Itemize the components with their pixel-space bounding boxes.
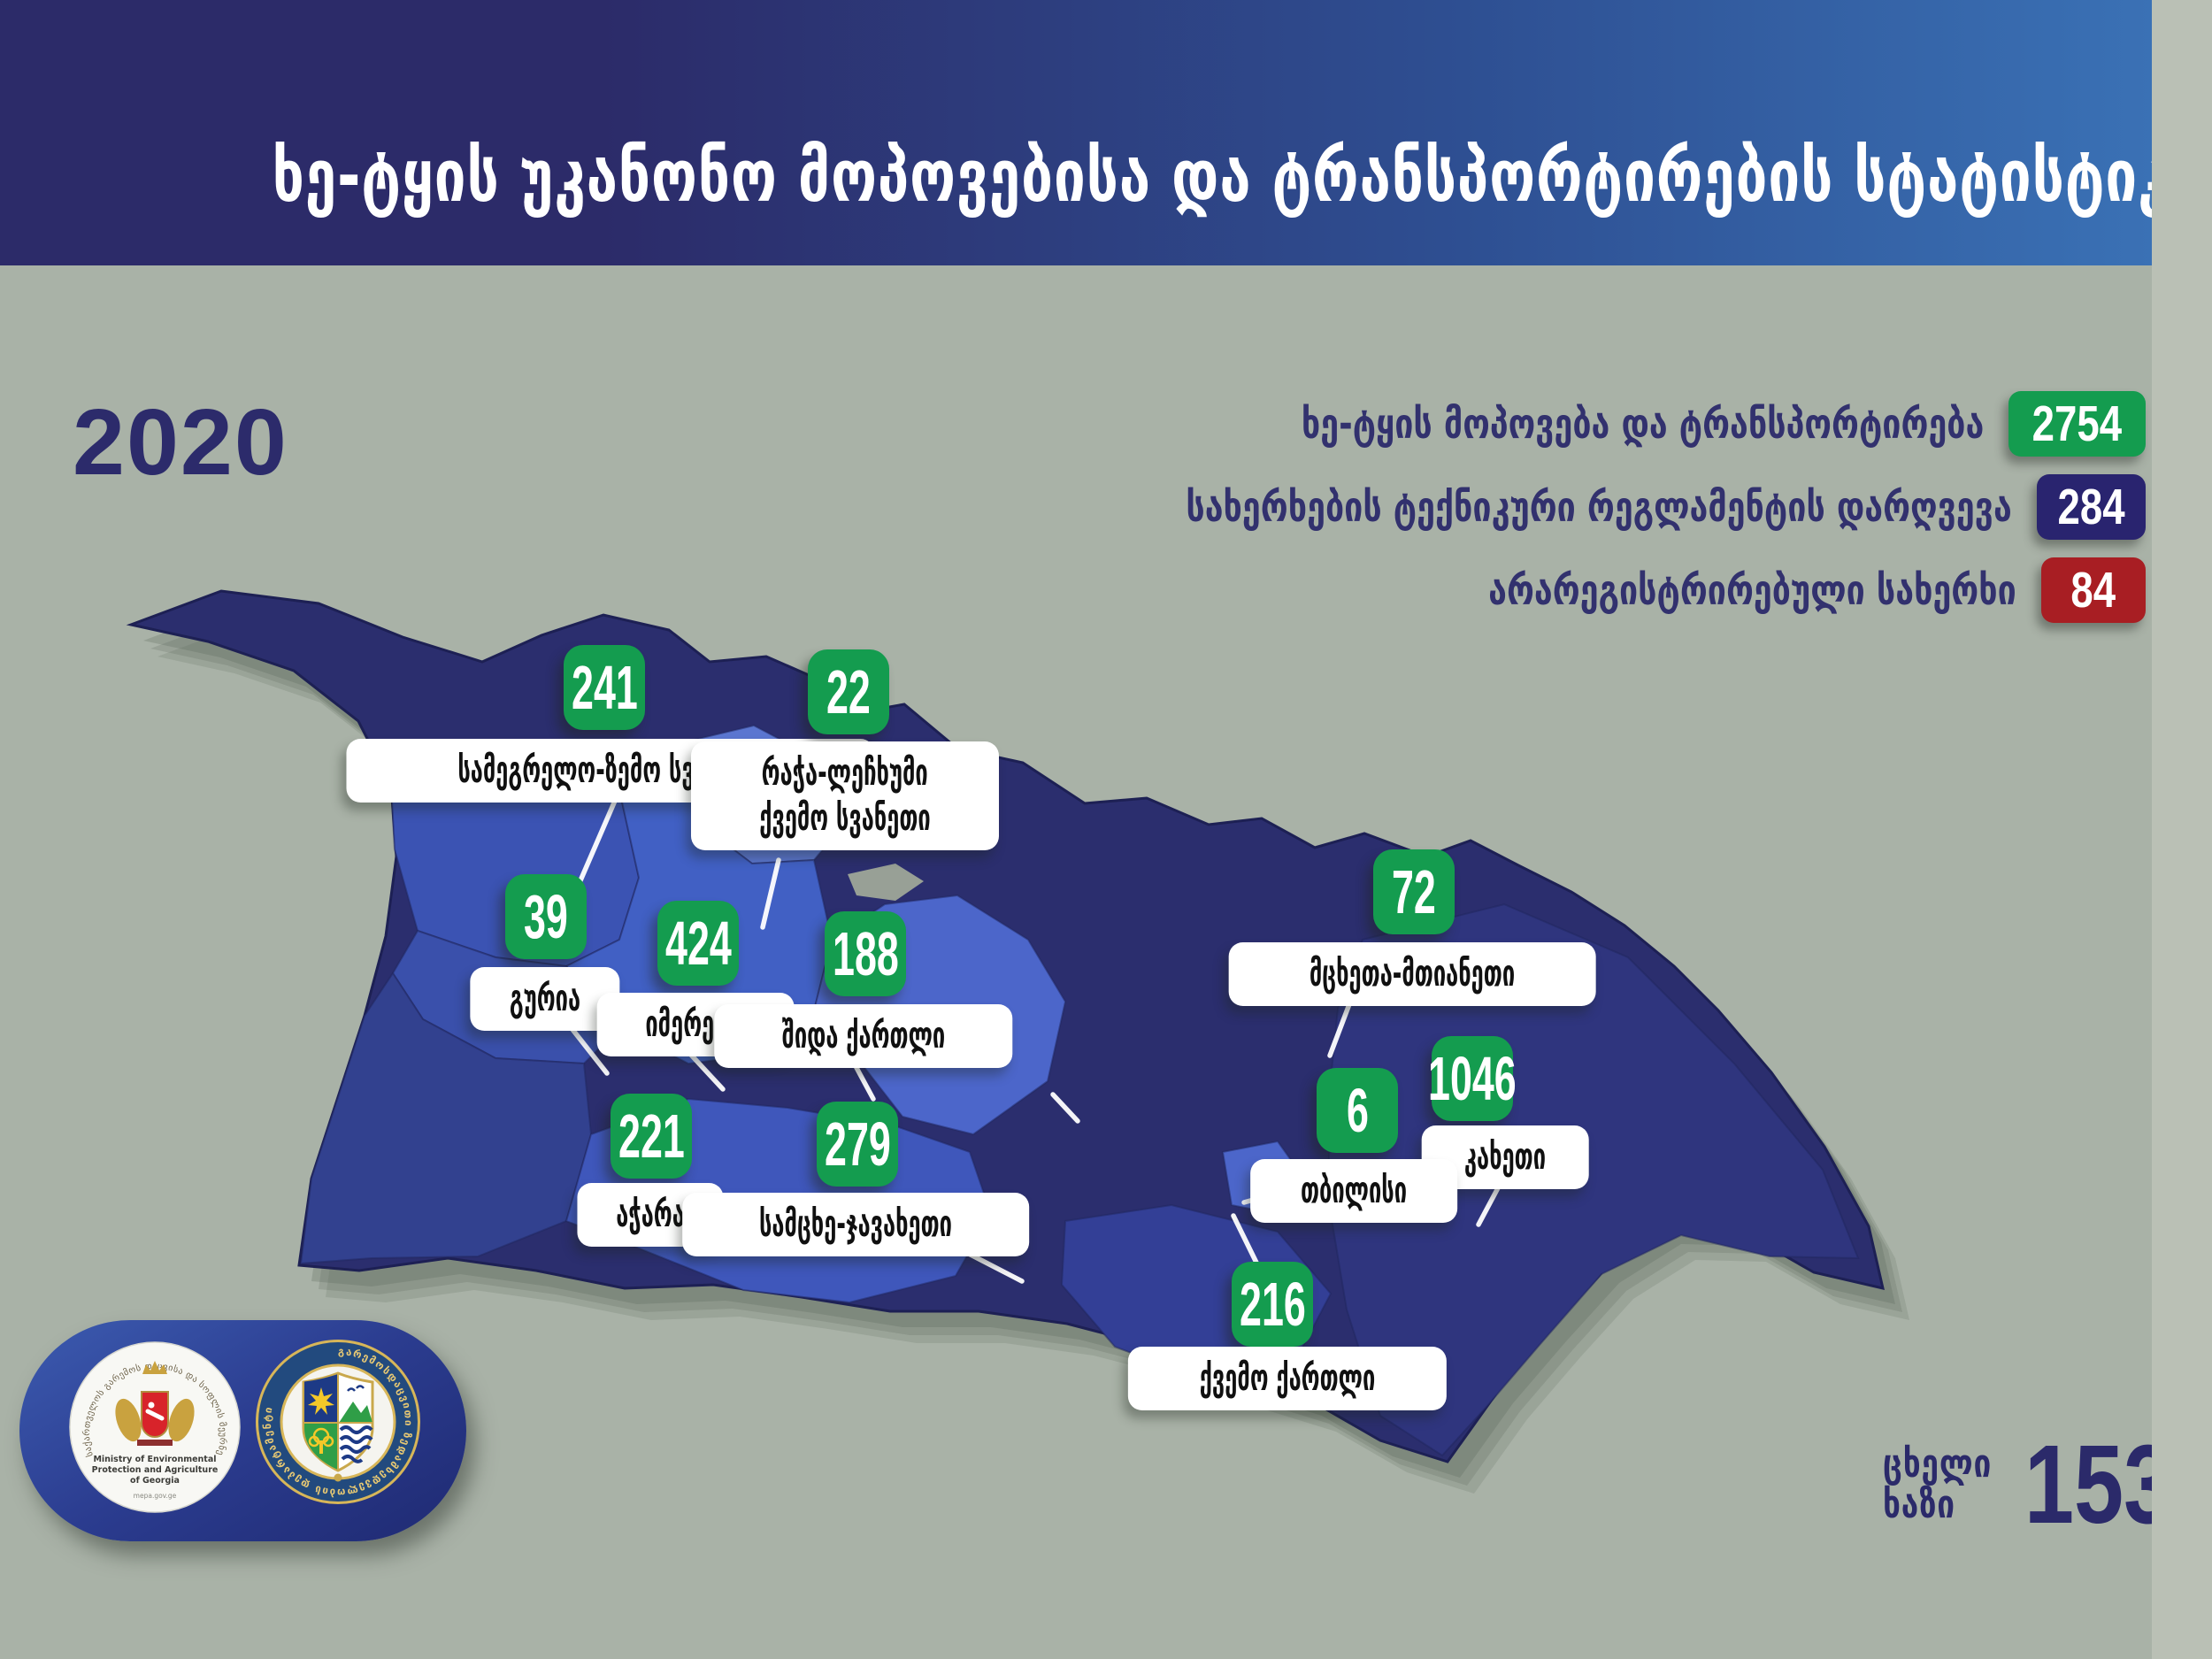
hotline-words: ცხელი ხაზი: [1883, 1441, 1993, 1528]
label-tbilisi: თბილისი: [1250, 1159, 1457, 1223]
legend-row-unregistered-sawmill: არარეგისტრირებული სახერხი 84: [1356, 557, 2146, 623]
sun-icon: [308, 1387, 334, 1415]
badge-kvemo-kartli: 216: [1232, 1262, 1313, 1347]
badge-mtskheta-mtianeti: 72: [1373, 849, 1455, 934]
legend-label: არარეგისტრირებული სახერხი: [1488, 565, 2016, 615]
year-label: 2020: [73, 390, 288, 495]
page-title: ხე-ტყის უკანონო მოპოვებისა და ტრანსპორტი…: [272, 134, 2202, 219]
svg-text:Ministry of Environmental: Ministry of Environmental: [93, 1455, 216, 1464]
svg-text:Protection and Agriculture: Protection and Agriculture: [92, 1465, 219, 1475]
legend: ხე-ტყის მოპოვება და ტრანსპორტირება 2754 …: [979, 391, 2146, 623]
environmental-supervision-logo: გარემოსდაცვითი ზედამხედველობის დეპარტამე…: [256, 1340, 420, 1504]
badge-imereti: 424: [657, 901, 739, 986]
badge-adjara: 221: [611, 1094, 692, 1179]
legend-value-badge-green: 2754: [2008, 391, 2146, 457]
legend-label: ხე-ტყის მოპოვება და ტრანსპორტირება: [1301, 399, 1985, 449]
label-samtskhe-javakheti: სამცხე-ჯავახეთი: [682, 1193, 1029, 1256]
logo-capsule: საქართველოს გარემოს დაცვისა და სოფლის მე…: [19, 1320, 466, 1541]
banner-icon: [137, 1440, 173, 1446]
hotline: ცხელი ხაზი 153: [1883, 1422, 2210, 1547]
legend-row-sawmill-regulation: სახერხების ტექნიკური რეგლამენტის დარღვევ…: [979, 474, 2146, 540]
badge-tbilisi: 6: [1317, 1068, 1398, 1153]
legend-value-badge-red: 84: [2041, 557, 2146, 623]
badge-samegrelo: 241: [564, 645, 645, 730]
svg-text:of Georgia: of Georgia: [130, 1476, 180, 1486]
legend-value-badge-navy: 284: [2036, 474, 2146, 540]
badge-samtskhe-javakheti: 279: [817, 1102, 898, 1187]
legend-label: სახერხების ტექნიკური რეგლამენტის დარღვევ…: [1186, 482, 2012, 532]
waves-icon: [339, 1425, 373, 1434]
svg-text:mepa.gov.ge: mepa.gov.ge: [134, 1492, 177, 1500]
badge-kakheti: 1046: [1428, 1036, 1517, 1121]
badge-racha: 22: [808, 649, 889, 734]
badge-shida-kartli: 188: [825, 911, 906, 996]
mountains-icon: [339, 1402, 373, 1423]
legend-row-harvest: ხე-ტყის მოპოვება და ტრანსპორტირება 2754: [1131, 391, 2146, 457]
label-guria: გურია: [470, 967, 620, 1031]
region-gray-patch: [848, 864, 924, 901]
ministry-logo: საქართველოს გარემოს დაცვისა და სოფლის მე…: [66, 1339, 241, 1513]
region-adjara: [299, 972, 593, 1265]
crown-icon: [142, 1361, 167, 1374]
birds-icon: [347, 1385, 365, 1392]
label-mtskheta-mtianeti: მცხეთა-მთიანეთი: [1228, 942, 1596, 1006]
badge-guria: 39: [505, 874, 587, 959]
right-edge-strip: [2152, 0, 2212, 1659]
label-racha: რაჭა-ლეჩხუმი ქვემო სვანეთი: [690, 741, 1000, 850]
header-banner: ხე-ტყის უკანონო მოპოვებისა და ტრანსპორტი…: [0, 0, 2202, 265]
lion-left-icon: [115, 1398, 142, 1442]
lion-right-icon: [168, 1398, 195, 1442]
label-shida-kartli: შიდა ქართლი: [714, 1004, 1013, 1068]
hotline-number: 153: [2024, 1422, 2174, 1547]
label-kvemo-kartli: ქვემო ქართლი: [1127, 1347, 1448, 1410]
